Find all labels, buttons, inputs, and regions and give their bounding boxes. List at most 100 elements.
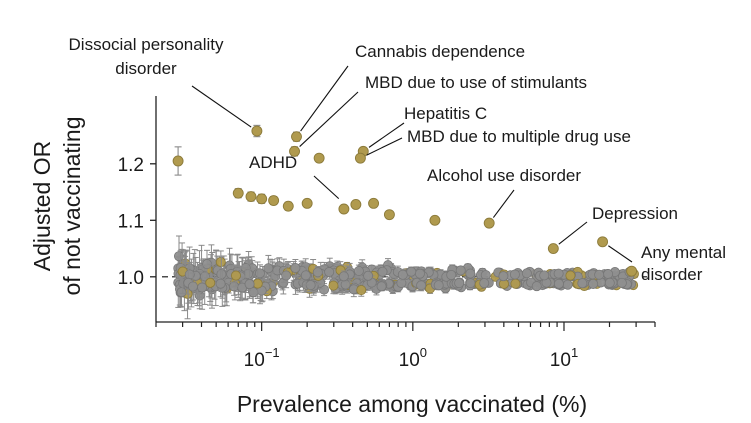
highlighted-point	[597, 236, 609, 248]
data-point	[594, 269, 605, 280]
background-point	[416, 279, 427, 292]
data-point	[300, 270, 311, 281]
y-axis-title: Adjusted OR of not vaccinating	[29, 116, 85, 295]
data-point	[254, 268, 265, 279]
data-point	[282, 200, 294, 212]
background-point	[244, 269, 255, 299]
data-point	[626, 265, 638, 277]
background-point	[604, 277, 615, 288]
highlighted-point	[383, 209, 395, 221]
x-tick-base: 10	[244, 350, 265, 371]
highlighted-point	[172, 146, 184, 176]
data-point	[406, 266, 417, 277]
background-point	[312, 266, 323, 279]
annotation-label-dissocial: Dissocial personality	[69, 35, 224, 54]
background-point	[446, 269, 457, 280]
background-point	[454, 278, 465, 289]
annotation-label-hepatitis: Hepatitis C	[404, 104, 487, 123]
highlighted-point	[282, 200, 294, 212]
highlighted-point	[232, 187, 244, 199]
data-point	[324, 267, 335, 278]
background-point	[616, 277, 627, 288]
data-point	[301, 197, 313, 209]
annotation-line-cannabis	[300, 65, 349, 132]
highlighted-point	[483, 217, 495, 229]
background-point	[455, 265, 466, 276]
data-point	[414, 268, 425, 279]
data-point	[604, 277, 615, 288]
background-point	[338, 270, 349, 283]
annotation-leader-lines	[191, 65, 633, 263]
background-point	[348, 281, 359, 298]
x-tick-base: 10	[399, 350, 420, 371]
data-point	[290, 263, 301, 274]
data-point	[289, 145, 300, 157]
data-point	[232, 187, 244, 199]
highlighted-point	[547, 243, 559, 255]
background-point	[300, 265, 311, 286]
highlighted-point	[245, 191, 257, 203]
data-point	[383, 209, 395, 221]
data-point	[244, 279, 255, 290]
data-point	[416, 280, 427, 291]
data-point	[433, 280, 444, 291]
highlighted-point	[301, 197, 313, 209]
y-ticks: 1.0 1.1 1.2	[118, 155, 156, 289]
annotation-line-dissocial	[191, 85, 252, 128]
data-point	[251, 125, 263, 137]
data-point	[376, 281, 387, 292]
data-point	[509, 269, 520, 280]
background-point	[324, 264, 335, 280]
data-point	[363, 270, 374, 281]
background-point	[356, 283, 367, 297]
background-point	[565, 270, 576, 281]
data-point	[281, 270, 292, 281]
background-point	[498, 278, 509, 289]
data-point	[291, 131, 302, 143]
data-point	[603, 269, 614, 280]
data-point	[454, 278, 465, 289]
annotation-label-depression: Depression	[592, 204, 678, 223]
data-point	[230, 270, 241, 281]
background-point	[588, 278, 599, 289]
data-point	[539, 270, 550, 281]
background-point	[510, 278, 521, 289]
x-tick-base: 10	[550, 350, 571, 371]
x-tick-exponent: 0	[420, 345, 427, 360]
y-axis-title-line1: Adjusted OR	[29, 141, 55, 271]
data-point	[263, 263, 274, 274]
highlighted-point	[289, 145, 300, 157]
data-point	[350, 199, 362, 210]
data-point	[597, 236, 609, 248]
data-point	[176, 287, 187, 298]
annotation-line-multidrug	[366, 137, 403, 156]
data-point	[446, 269, 457, 280]
annotation-label-stimulants: MBD due to use of stimulants	[365, 73, 587, 92]
background-point	[479, 278, 490, 289]
data-point	[531, 281, 542, 292]
annotation-label-anymental: Any mental	[641, 243, 726, 262]
background-point	[263, 254, 274, 282]
background-point	[216, 256, 227, 292]
x-tick-label: 100	[399, 345, 427, 371]
data-point	[565, 270, 576, 281]
background-point	[215, 270, 226, 298]
background-point	[406, 266, 417, 277]
data-point	[328, 280, 339, 291]
highlighted-point	[291, 131, 302, 143]
background-point	[414, 268, 425, 279]
data-point	[553, 268, 564, 279]
background-point	[553, 268, 564, 279]
data-point	[547, 243, 559, 255]
highlighted-point	[268, 195, 280, 206]
data-point	[356, 285, 367, 296]
x-tick-exponent: −1	[265, 345, 280, 360]
data-point	[577, 278, 588, 289]
background-point	[521, 268, 532, 279]
data-point	[465, 278, 476, 289]
background-point	[237, 276, 248, 299]
data-point	[368, 197, 380, 209]
background-point	[465, 268, 476, 279]
data-point	[205, 277, 216, 288]
